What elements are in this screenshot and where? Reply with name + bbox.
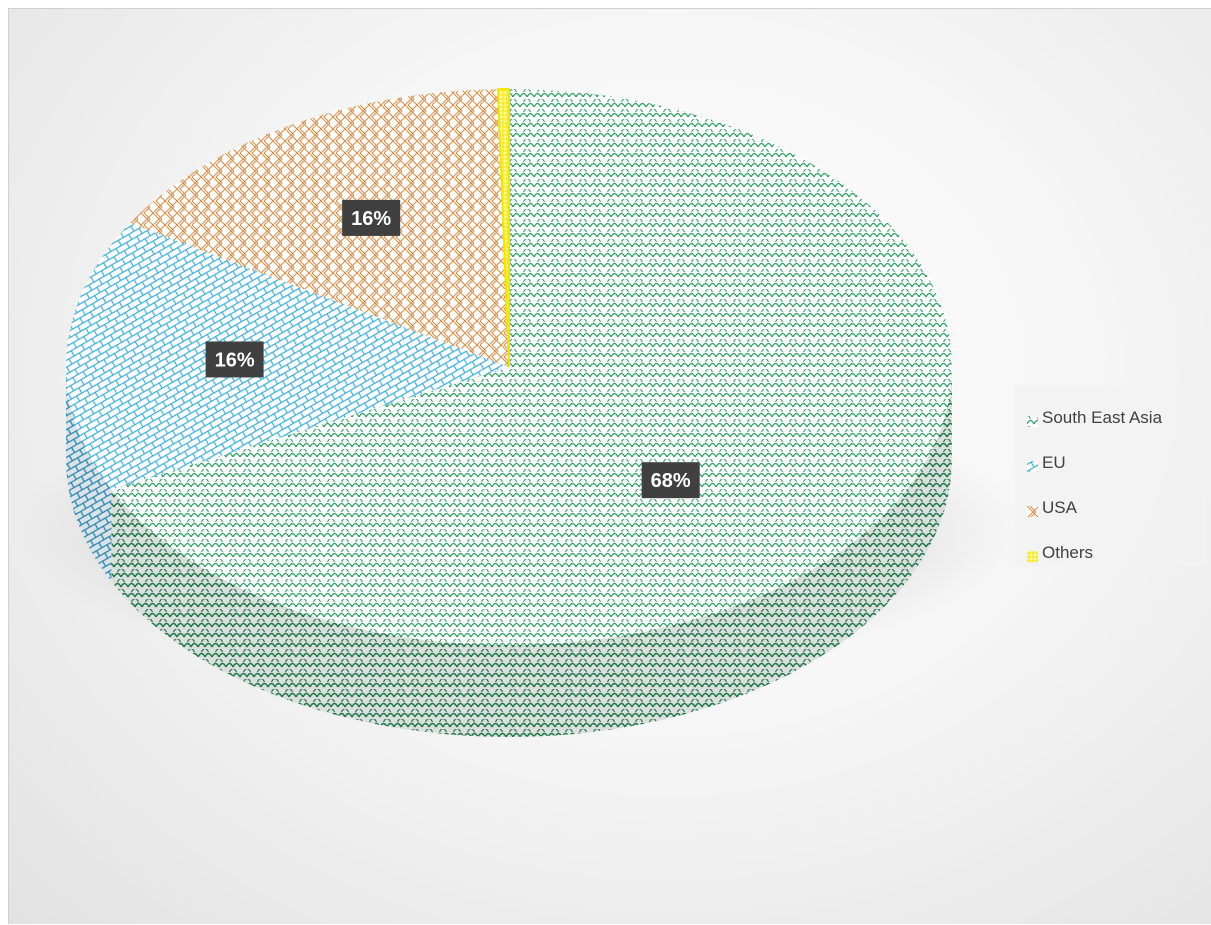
legend-swatch	[1027, 412, 1038, 427]
legend-swatch	[1027, 502, 1038, 517]
legend-swatch	[1027, 457, 1038, 472]
pie-slice-south-east-asia	[111, 89, 953, 645]
data-label-box	[205, 341, 264, 378]
legend-label: South East Asia	[1042, 407, 1163, 427]
pie-slice-others	[496, 87, 510, 368]
data-label-eu: 16%	[205, 341, 264, 378]
legend-item-others: Others	[1027, 530, 1207, 575]
legend-item-usa: USA	[1027, 485, 1207, 530]
data-label-text: 16%	[351, 208, 391, 230]
legend-label: Others	[1042, 542, 1094, 562]
data-label-box	[641, 462, 700, 499]
pie-side-eu	[66, 367, 112, 582]
data-label-text: 16%	[215, 349, 255, 371]
pie-slice-eu	[65, 223, 509, 490]
legend: South East Asia EU USA Others	[1015, 385, 1207, 567]
pie-slice-usa	[130, 89, 509, 367]
pie-chart: 68% 16% 16%	[16, 87, 1022, 738]
legend-swatch	[1027, 547, 1038, 562]
legend-label: USA	[1042, 497, 1077, 517]
pie-side-shade	[111, 367, 953, 738]
data-label-box	[342, 199, 401, 236]
legend-item-eu: EU	[1027, 440, 1207, 485]
chart-area: 68% 16% 16% South East Asia EU USA Others	[8, 8, 1211, 924]
data-label-text: 68%	[651, 470, 691, 492]
data-label-usa: 16%	[342, 199, 401, 236]
pie-side-shade	[66, 367, 112, 582]
legend-label: EU	[1042, 452, 1066, 472]
pie-side-south-east-asia	[111, 367, 953, 738]
data-label-south-east-asia: 68%	[641, 462, 700, 499]
legend-item-south-east-asia: South East Asia	[1027, 395, 1207, 440]
